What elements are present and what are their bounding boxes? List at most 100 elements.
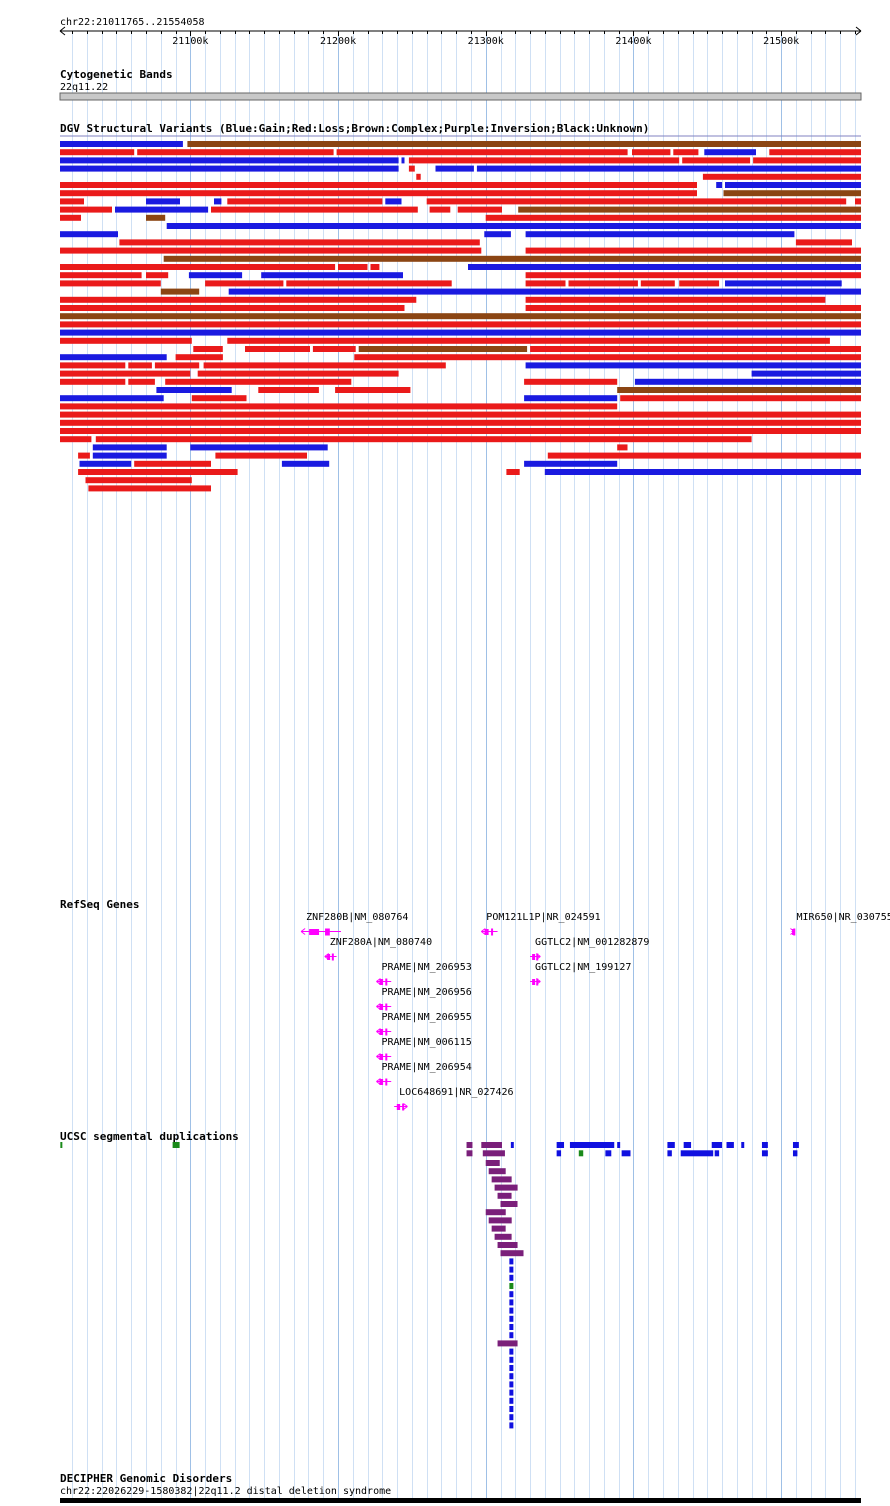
dgv-variant-gain[interactable] (524, 460, 618, 467)
dgv-variant-gain[interactable] (166, 223, 861, 229)
dgv-variant-loss[interactable] (525, 247, 861, 254)
segdup-blue[interactable] (556, 1142, 565, 1148)
segdup-purple[interactable] (466, 1142, 473, 1148)
segdup-green[interactable] (172, 1142, 180, 1148)
segdup-stack[interactable] (509, 1397, 514, 1404)
dgv-variant-loss[interactable] (227, 337, 830, 344)
dgv-variant-loss[interactable] (119, 239, 480, 246)
segdup-stack[interactable] (509, 1283, 514, 1289)
cytoband-bar[interactable] (59, 92, 862, 101)
dgv-variant-loss[interactable] (78, 452, 90, 459)
dgv-variant-gain[interactable] (146, 198, 180, 205)
dgv-variant-gain[interactable] (60, 157, 399, 164)
segdup-stack[interactable] (509, 1274, 514, 1281)
segdup-stack[interactable] (509, 1332, 514, 1339)
segdup-stack[interactable] (509, 1365, 514, 1371)
dgv-variant-gain[interactable] (92, 452, 167, 459)
dgv-variant-loss[interactable] (258, 387, 319, 393)
segdup-stack[interactable] (500, 1201, 518, 1207)
dgv-variant-loss[interactable] (429, 206, 451, 213)
segdup-stack[interactable] (494, 1233, 512, 1240)
dgv-variant-complex[interactable] (358, 346, 528, 352)
dgv-variant-loss[interactable] (370, 264, 380, 270)
dgv-variant-loss[interactable] (128, 362, 152, 369)
segdup-purple[interactable] (481, 1142, 502, 1148)
dgv-variant-complex[interactable] (146, 214, 166, 221)
dgv-variant-loss[interactable] (702, 173, 861, 180)
dgv-variant-gain[interactable] (190, 444, 328, 451)
dgv-variant-complex[interactable] (60, 313, 861, 320)
dgv-variant-loss[interactable] (286, 280, 452, 287)
segdup-blue[interactable] (617, 1142, 621, 1148)
dgv-variant-loss[interactable] (60, 296, 417, 303)
dgv-variant-loss[interactable] (227, 198, 383, 205)
segdup-blue[interactable] (605, 1150, 612, 1157)
segdup-stack[interactable] (500, 1250, 524, 1257)
segdup-stack[interactable] (485, 1160, 500, 1166)
gene-model[interactable]: GGTLC2|NM_001282879 (530, 937, 649, 961)
dgv-variant-loss[interactable] (525, 272, 861, 279)
segdup-green[interactable] (60, 1142, 63, 1148)
dgv-variant-complex[interactable] (723, 190, 862, 197)
segdup-purple[interactable] (466, 1150, 473, 1157)
dgv-variant-loss[interactable] (60, 436, 92, 443)
segdup-blue[interactable] (761, 1142, 768, 1148)
dgv-variant-loss[interactable] (640, 280, 675, 287)
dgv-variant-loss[interactable] (354, 354, 861, 361)
dgv-variant-loss[interactable] (673, 149, 699, 156)
dgv-variant-loss[interactable] (215, 452, 307, 459)
dgv-variant-complex[interactable] (160, 288, 200, 295)
dgv-variant-complex[interactable] (617, 387, 861, 393)
dgv-variant-gain[interactable] (156, 387, 232, 393)
segdup-stack[interactable] (491, 1176, 512, 1183)
segdup-blue[interactable] (714, 1150, 720, 1157)
dgv-variant-loss[interactable] (485, 214, 861, 221)
dgv-variant-gain[interactable] (704, 149, 756, 156)
dgv-variant-loss[interactable] (193, 346, 223, 352)
segdup-features[interactable] (60, 1142, 799, 1429)
dgv-variant-loss[interactable] (154, 362, 200, 369)
dgv-variant-gain[interactable] (751, 370, 861, 377)
gene-model[interactable]: LOC648691|NR_027426 (394, 1087, 514, 1111)
dgv-variant-complex[interactable] (163, 255, 861, 262)
segdup-blue[interactable] (683, 1142, 692, 1148)
segdup-stack[interactable] (488, 1168, 506, 1175)
dgv-variant-gain[interactable] (60, 329, 861, 336)
dgv-variant-loss[interactable] (60, 264, 336, 270)
segdup-blue[interactable] (741, 1142, 745, 1148)
dgv-variant-loss[interactable] (617, 444, 628, 451)
segdup-green[interactable] (578, 1150, 584, 1157)
dgv-variant-gain[interactable] (468, 264, 861, 270)
segdup-blue[interactable] (510, 1142, 514, 1148)
dgv-variant-loss[interactable] (60, 190, 697, 197)
dgv-variant-loss[interactable] (60, 247, 482, 254)
segdup-stack[interactable] (509, 1258, 514, 1265)
dgv-variant-gain[interactable] (525, 362, 861, 369)
dgv-variant-loss[interactable] (146, 272, 169, 279)
dgv-variant-loss[interactable] (197, 370, 399, 377)
dgv-variant-gain[interactable] (484, 231, 511, 238)
dgv-variant-gain[interactable] (476, 165, 861, 172)
dgv-variant-loss[interactable] (60, 428, 861, 434)
segdup-stack[interactable] (509, 1291, 514, 1298)
dgv-variant-loss[interactable] (795, 239, 852, 246)
segdup-blue[interactable] (556, 1150, 562, 1157)
dgv-variants[interactable] (60, 141, 862, 492)
dgv-variant-loss[interactable] (191, 395, 247, 402)
dgv-variant-gain[interactable] (60, 165, 399, 172)
segdup-blue[interactable] (792, 1150, 798, 1157)
dgv-variant-loss[interactable] (753, 157, 861, 164)
dgv-variant-loss[interactable] (205, 280, 284, 287)
segdup-stack[interactable] (509, 1348, 514, 1355)
dgv-variant-gain[interactable] (725, 182, 861, 188)
dgv-variant-gain[interactable] (228, 288, 861, 295)
segdup-stack[interactable] (509, 1422, 514, 1429)
dgv-variant-loss[interactable] (632, 149, 671, 156)
dgv-variant-loss[interactable] (457, 206, 502, 213)
gene-model[interactable]: ZNF280A|NM_080740 (324, 937, 432, 961)
gene-model[interactable]: ZNF280B|NM_080764 (300, 912, 408, 936)
dgv-variant-gain[interactable] (525, 231, 795, 238)
dgv-variant-loss[interactable] (128, 378, 155, 385)
segdup-stack[interactable] (509, 1373, 514, 1380)
segdup-stack[interactable] (509, 1266, 514, 1273)
